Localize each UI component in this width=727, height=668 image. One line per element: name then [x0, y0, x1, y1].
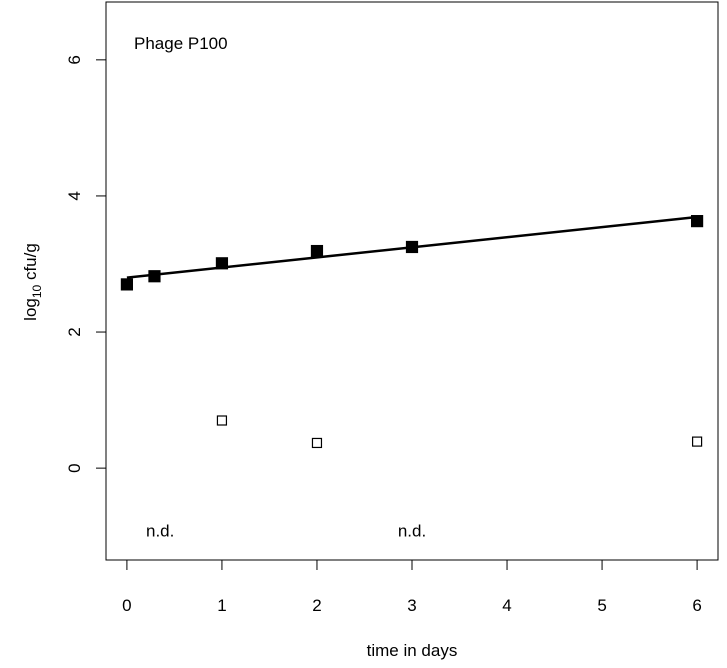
y-axis-title-main: log [21, 298, 40, 321]
x-tick-label: 1 [217, 596, 226, 615]
x-axis-title: time in days [367, 641, 458, 660]
nd-annotation: n.d. [146, 522, 174, 541]
y-tick-label: 2 [65, 327, 84, 336]
x-tick-label: 4 [502, 596, 511, 615]
data-points [120, 215, 704, 449]
x-tick-label: 0 [122, 596, 131, 615]
x-tick-label: 5 [597, 596, 606, 615]
panel-label: Phage P100 [134, 34, 228, 53]
x-axis: 0 1 2 3 4 5 6 [122, 560, 702, 615]
y-axis-title: log10 cfu/g [21, 243, 44, 321]
y-tick-label: 4 [65, 191, 84, 200]
y-axis: 0 2 4 6 [65, 55, 106, 473]
y-axis-title-rest: cfu/g [21, 243, 40, 285]
filled-square-point [690, 215, 704, 228]
filled-square-point [148, 270, 161, 283]
x-tick-label: 3 [407, 596, 416, 615]
open-square-point [311, 437, 323, 449]
annotations: n.d. n.d. [146, 522, 426, 541]
open-square-point [216, 415, 228, 426]
y-tick-label: 6 [65, 55, 84, 64]
filled-square-point [215, 257, 229, 270]
y-axis-title-subscript: 10 [30, 284, 44, 298]
plot-frame [105, 1, 719, 561]
open-square-point [691, 436, 703, 447]
filled-square-point [120, 278, 134, 291]
nd-annotation: n.d. [398, 522, 426, 541]
filled-square-point [405, 240, 419, 254]
filled-square-point [310, 244, 324, 258]
x-tick-label: 6 [692, 596, 701, 615]
x-tick-label: 2 [312, 596, 321, 615]
y-tick-label: 0 [65, 463, 84, 472]
